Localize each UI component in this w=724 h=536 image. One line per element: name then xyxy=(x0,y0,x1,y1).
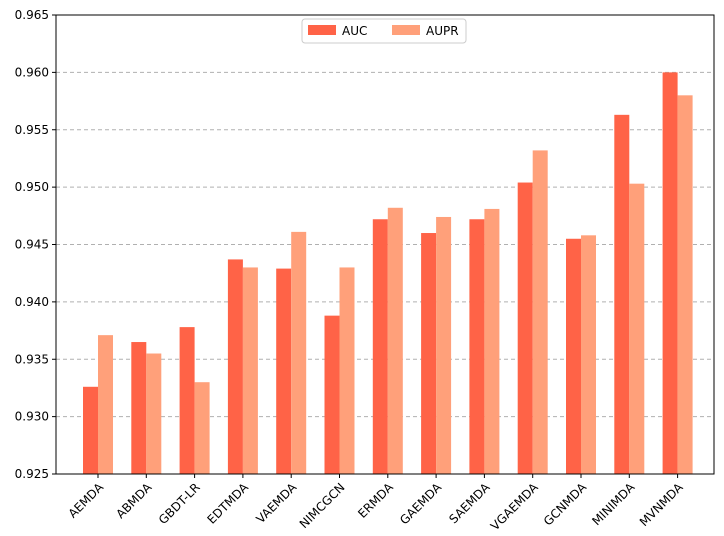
bar-aupr-gcnmda xyxy=(581,235,596,474)
bar-auc-gbdt-lr xyxy=(179,327,195,474)
y-tick-label: 0.945 xyxy=(15,238,49,252)
bar-aupr-vgaemda xyxy=(532,150,548,474)
bar-aupr-mvnmda xyxy=(677,95,693,474)
bar-aupr-gbdt-lr xyxy=(194,382,210,474)
x-tick-label: GCNMDA xyxy=(541,480,590,529)
y-tick-label: 0.955 xyxy=(15,123,49,137)
bar-aupr-nimcgcn xyxy=(339,267,355,474)
x-tick-label: ABMDA xyxy=(113,480,155,522)
bar-aupr-minimda xyxy=(629,183,645,474)
bar-aupr-gaemda xyxy=(436,216,452,474)
bar-auc-nimcgcn xyxy=(324,315,340,474)
bar-auc-ermda xyxy=(372,219,388,474)
y-tick-label: 0.940 xyxy=(15,295,49,309)
legend-swatch-aupr xyxy=(392,25,420,35)
y-tick-label: 0.930 xyxy=(15,410,49,424)
bar-aupr-ermda xyxy=(387,207,403,474)
bar-aupr-saemda xyxy=(484,208,500,475)
y-tick-label: 0.950 xyxy=(15,180,49,194)
x-tick-label: AEMDA xyxy=(66,480,107,521)
x-tick-label: NIMCGCN xyxy=(297,480,348,531)
x-tick-label: MINIMDA xyxy=(589,480,638,529)
bar-aupr-abmda xyxy=(146,353,162,474)
x-tick-label: SAEMDA xyxy=(446,480,493,527)
y-tick-label: 0.935 xyxy=(15,352,49,366)
bar-auc-abmda xyxy=(131,342,147,474)
y-tick-label: 0.925 xyxy=(15,467,49,481)
bar-auc-gcnmda xyxy=(566,238,581,474)
x-tick-label: GBDT-LR xyxy=(156,480,203,527)
x-tick-label: VGAEMDA xyxy=(488,480,542,534)
legend: AUC AUPR xyxy=(301,18,467,44)
legend-label-auc: AUC xyxy=(342,24,367,38)
y-axis: 0.925 0.930 0.935 0.940 0.945 0.950 0.955 0.960… xyxy=(15,8,56,481)
bar-aupr-vaemda xyxy=(291,231,307,474)
bar-auc-edtmda xyxy=(227,259,243,474)
y-tick-label: 0.960 xyxy=(15,65,49,79)
bar-auc-vaemda xyxy=(276,268,292,474)
bar-aupr-edtmda xyxy=(242,267,258,474)
x-tick-label: GAEMDA xyxy=(397,480,445,528)
bar-auc-aemda xyxy=(83,386,98,474)
x-tick-label: ERMDA xyxy=(355,480,396,521)
y-tick-label: 0.965 xyxy=(15,8,49,22)
legend-label-aupr: AUPR xyxy=(426,24,459,38)
x-tick-label: VAEMDA xyxy=(253,480,299,526)
x-tick-label: MVNMDA xyxy=(637,480,686,529)
bar-auc-vgaemda xyxy=(517,182,533,474)
bar-auc-saemda xyxy=(469,219,485,474)
bar-auc-minimda xyxy=(614,114,630,475)
legend-box xyxy=(301,18,467,44)
bar-auc-mvnmda xyxy=(662,72,678,474)
bar-auc-gaemda xyxy=(421,233,437,474)
bars-group xyxy=(83,72,693,475)
legend-swatch-auc xyxy=(308,25,336,35)
bar-aupr-aemda xyxy=(98,335,113,474)
x-tick-label: EDTMDA xyxy=(205,480,252,527)
